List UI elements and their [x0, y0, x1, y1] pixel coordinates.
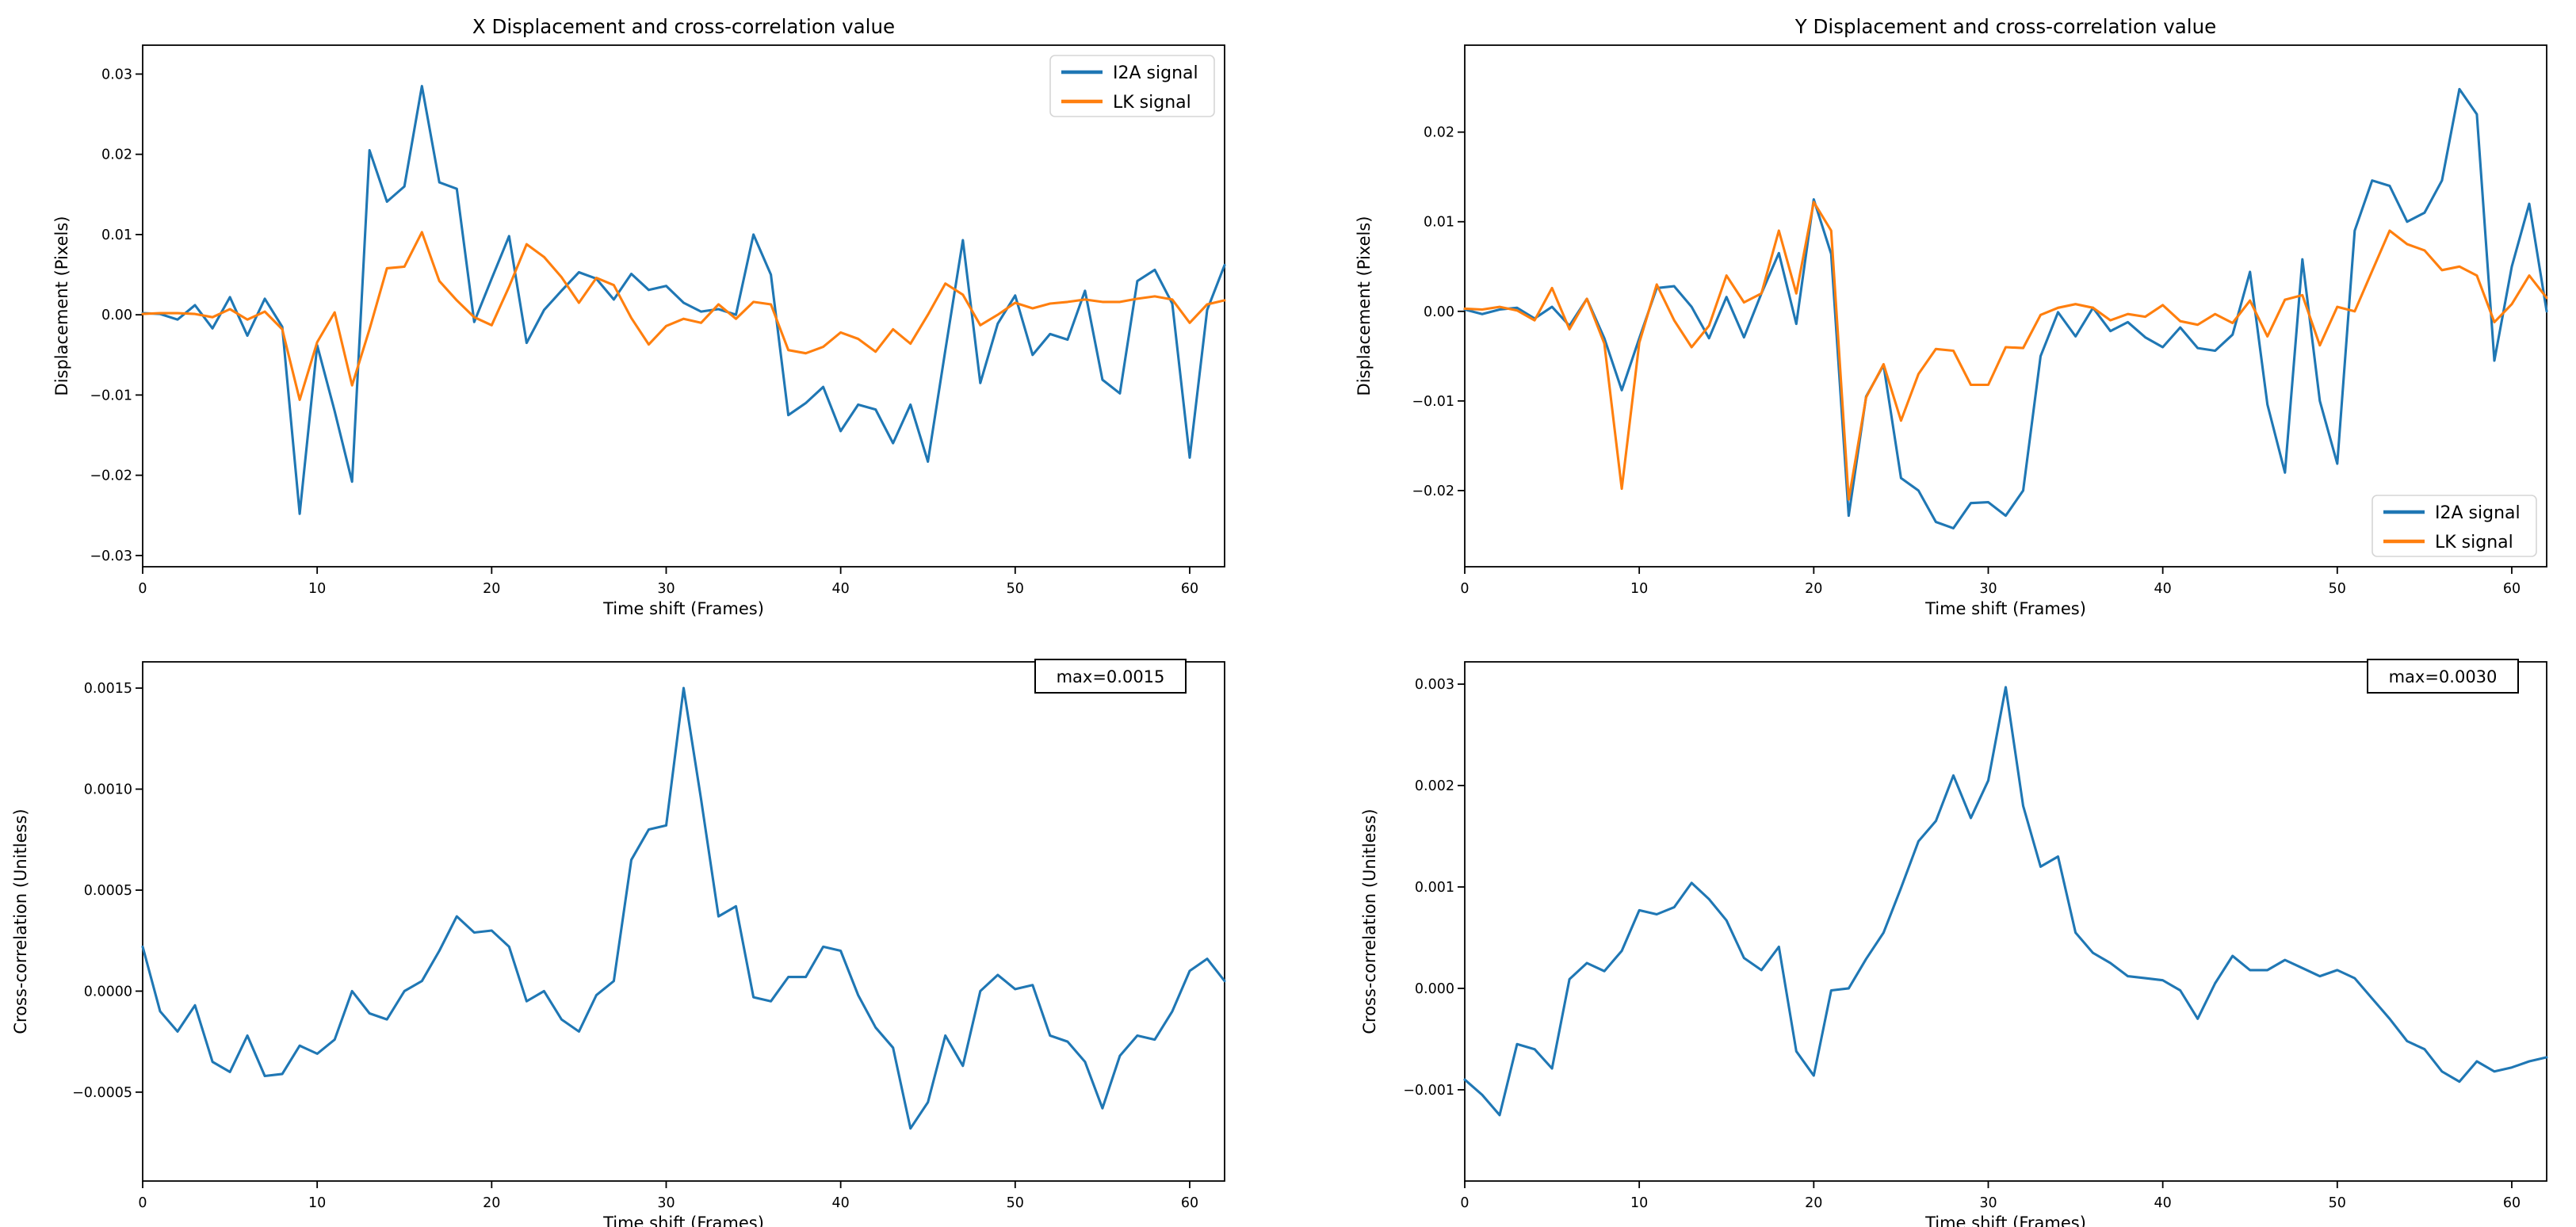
- legend-label: I2A signal: [1113, 63, 1198, 83]
- x-tick-label: 20: [1805, 1195, 1822, 1211]
- chart-y-displacement: 0 10 20 30 40 50 60 0.02 0.01 0.00 −0.01 −0.02 Y Dis…: [1288, 0, 2576, 618]
- x-axis-label: Time shift (Frames): [1924, 1214, 2086, 1227]
- x-tick-label: 30: [657, 581, 675, 597]
- x-tick-label: 50: [2329, 1195, 2346, 1211]
- legend-label: I2A signal: [2435, 503, 2521, 523]
- x-cross-correlation-canvas: 0 10 20 30 40 50 60 0.0015 0.0010 0.0005 0.0000 −0.…: [11, 659, 1226, 1227]
- x-axis-label: Time shift (Frames): [1924, 599, 2086, 618]
- x-tick-label: 30: [1979, 581, 1997, 597]
- x-axis-label: Time shift (Frames): [602, 599, 764, 618]
- x-tick-label: 50: [1007, 581, 1024, 597]
- annotation-box: [2367, 659, 2519, 694]
- series-line-i2a-signal: [1463, 87, 2548, 529]
- x-tick-label: 40: [832, 1195, 850, 1211]
- chart-title: Y Displacement and cross-correlation val…: [1794, 15, 2216, 38]
- y-tick-label: 0.02: [1424, 125, 1454, 141]
- x-axis-ticks: 0 10 20 30 40 50 60: [1460, 1181, 2521, 1211]
- x-tick-label: 10: [308, 581, 326, 597]
- y-tick-label: −0.01: [90, 388, 132, 403]
- y-tick-label: 0.0015: [84, 681, 132, 697]
- axes-spines: [1464, 661, 2547, 1182]
- y-tick-label: 0.001: [1415, 880, 1454, 896]
- x-axis-ticks: 0 10 20 30 40 50 60: [138, 567, 1198, 597]
- max-annotation: max=0.0030: [2367, 659, 2519, 694]
- y-cross-correlation-canvas: 0 10 20 30 40 50 60 0.003 0.002 0.001 0.000 −0.001 T…: [1360, 659, 2548, 1227]
- x-tick-label: 10: [1630, 581, 1648, 597]
- y-tick-label: 0.0005: [84, 883, 132, 899]
- x-tick-label: 20: [483, 581, 500, 597]
- y-tick-label: 0.00: [101, 308, 132, 323]
- x-tick-label: 0: [1460, 1195, 1469, 1211]
- y-tick-label: −0.02: [1412, 484, 1454, 499]
- series-line-i2a-signal: [141, 85, 1226, 515]
- x-tick-label: 60: [2503, 1195, 2521, 1211]
- axes-spines: [142, 661, 1225, 1182]
- y-tick-label: −0.001: [1403, 1083, 1454, 1099]
- x-tick-label: 20: [483, 1195, 500, 1211]
- x-axis-ticks: 0 10 20 30 40 50 60: [138, 1181, 1198, 1211]
- legend: I2A signal LK signal: [2372, 495, 2537, 557]
- x-axis-label: Time shift (Frames): [602, 1214, 764, 1227]
- y-tick-label: −0.03: [90, 549, 132, 564]
- annotation-label: max=0.0015: [1057, 667, 1165, 686]
- y-tick-label: 0.01: [1424, 215, 1454, 231]
- y-axis-label: Displacement (Pixels): [52, 216, 71, 396]
- x-displacement-canvas: 0 10 20 30 40 50 60 0.03 0.02 0.01 0.00 −0.01 −0.02 −…: [52, 15, 1226, 618]
- legend: I2A signal LK signal: [1049, 55, 1215, 117]
- x-tick-label: 50: [1007, 1195, 1024, 1211]
- x-tick-label: 60: [1181, 1195, 1198, 1211]
- y-displacement-canvas: 0 10 20 30 40 50 60 0.02 0.01 0.00 −0.01 −0.02 Y Dis…: [1355, 15, 2548, 618]
- chart-x-displacement: 0 10 20 30 40 50 60 0.03 0.02 0.01 0.00 −0.01 −0.02 −…: [0, 0, 1288, 618]
- chart-title: X Displacement and cross-correlation val…: [472, 15, 895, 38]
- series-line-lk-signal: [1463, 201, 2548, 501]
- series-line-cross-correlation: [1463, 686, 2548, 1117]
- x-axis-ticks: 0 10 20 30 40 50 60: [1460, 567, 2521, 597]
- x-tick-label: 50: [2329, 581, 2346, 597]
- x-tick-label: 10: [1630, 1195, 1648, 1211]
- annotation-label: max=0.0030: [2389, 667, 2498, 686]
- x-tick-label: 0: [138, 581, 147, 597]
- y-axis-label: Cross-correlation (Unitless): [1360, 808, 1379, 1034]
- x-tick-label: 40: [2154, 1195, 2172, 1211]
- series-line-cross-correlation: [141, 686, 1226, 1130]
- y-axis-ticks: 0.03 0.02 0.01 0.00 −0.01 −0.02 −0.03: [90, 67, 143, 564]
- x-tick-label: 40: [832, 581, 850, 597]
- x-tick-label: 10: [308, 1195, 326, 1211]
- y-axis-ticks: 0.02 0.01 0.00 −0.01 −0.02: [1412, 125, 1465, 499]
- legend-label: LK signal: [2435, 533, 2513, 552]
- series-line-lk-signal: [141, 231, 1226, 401]
- y-tick-label: 0.02: [101, 147, 132, 163]
- y-axis-label: Displacement (Pixels): [1355, 216, 1374, 396]
- y-tick-label: 0.01: [101, 227, 132, 243]
- y-tick-label: 0.00: [1424, 304, 1454, 320]
- legend-label: LK signal: [1113, 93, 1191, 113]
- y-tick-label: 0.000: [1415, 981, 1454, 997]
- x-tick-label: 0: [1460, 581, 1469, 597]
- chart-y-cross-correlation: 0 10 20 30 40 50 60 0.003 0.002 0.001 0.000 −0.001 T…: [1288, 614, 2576, 1227]
- x-tick-label: 30: [657, 1195, 675, 1211]
- x-tick-label: 60: [2503, 581, 2521, 597]
- y-tick-label: 0.0000: [84, 984, 132, 1000]
- axes-spines: [142, 44, 1225, 568]
- y-axis-label: Cross-correlation (Unitless): [11, 808, 30, 1034]
- y-tick-label: 0.0010: [84, 782, 132, 798]
- y-axis-ticks: 0.003 0.002 0.001 0.000 −0.001: [1403, 677, 1465, 1099]
- y-tick-label: −0.01: [1412, 394, 1454, 410]
- x-tick-label: 20: [1805, 581, 1822, 597]
- max-annotation: max=0.0015: [1034, 659, 1187, 694]
- y-tick-label: 0.002: [1415, 778, 1454, 794]
- x-tick-label: 60: [1181, 581, 1198, 597]
- y-axis-ticks: 0.0015 0.0010 0.0005 0.0000 −0.0005: [72, 681, 143, 1101]
- y-tick-label: −0.02: [90, 468, 132, 484]
- axes-spines: [1464, 44, 2547, 568]
- y-tick-label: 0.03: [101, 67, 132, 82]
- x-tick-label: 0: [138, 1195, 147, 1211]
- y-tick-label: −0.0005: [72, 1085, 132, 1101]
- annotation-box: [1034, 659, 1187, 694]
- chart-x-cross-correlation: 0 10 20 30 40 50 60 0.0015 0.0010 0.0005 0.0000 −0.…: [0, 614, 1288, 1227]
- x-tick-label: 40: [2154, 581, 2172, 597]
- y-tick-label: 0.003: [1415, 677, 1454, 693]
- x-tick-label: 30: [1979, 1195, 1997, 1211]
